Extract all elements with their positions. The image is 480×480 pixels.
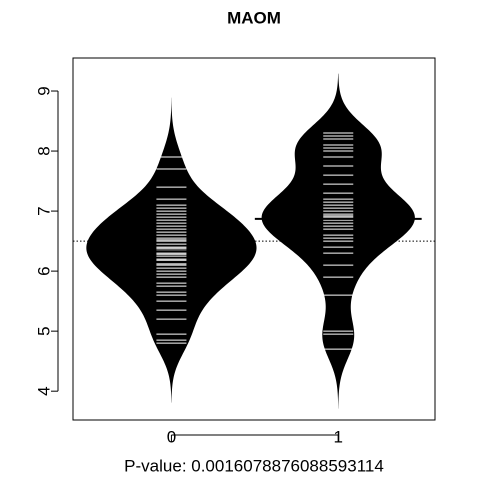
x-tick-label: 0	[167, 427, 176, 446]
y-tick-label: 5	[34, 326, 53, 335]
y-tick-label: 6	[34, 266, 53, 275]
y-tick-label: 8	[34, 146, 53, 155]
y-tick-label: 7	[34, 206, 53, 215]
chart-title: MAOM	[227, 8, 281, 27]
x-tick-label: 1	[334, 427, 343, 446]
plot-frame	[72, 57, 436, 421]
y-tick-label: 4	[34, 386, 53, 395]
y-tick-label: 9	[34, 86, 53, 95]
x-axis-label: P-value: 0.0016078876088593114	[124, 456, 384, 475]
